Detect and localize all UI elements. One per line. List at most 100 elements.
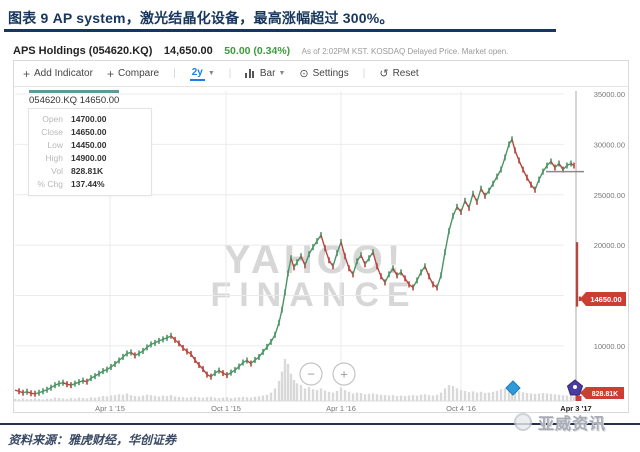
compare-button[interactable]: + Compare	[107, 67, 159, 81]
volume-bar	[375, 394, 379, 401]
volume-bar	[541, 393, 545, 401]
volume-bar	[197, 397, 201, 401]
volume-bar	[209, 396, 213, 401]
volume-bar	[503, 388, 507, 401]
volume-bar	[383, 395, 387, 401]
volume-bar	[73, 398, 77, 401]
reset-button[interactable]: ↺ Reset	[379, 67, 418, 80]
source-note: 资料来源：雅虎财经，华创证券	[8, 433, 177, 447]
volume-bar	[513, 390, 517, 401]
volume-bar	[133, 395, 137, 401]
quote-asof: As of 2:02PM KST. KOSDAQ Delayed Price. …	[301, 47, 509, 56]
volume-bar	[81, 398, 85, 401]
volume-bar	[89, 397, 93, 401]
add-indicator-button[interactable]: + Add Indicator	[23, 67, 93, 81]
chart-text: Apr 3 '17	[560, 404, 591, 413]
volume-bar	[565, 395, 569, 401]
volume-bar	[283, 359, 287, 401]
volume-bar	[447, 385, 451, 401]
volume-bar	[355, 392, 359, 401]
ohlc-label: % Chg	[37, 179, 63, 189]
volume-bar	[141, 395, 145, 401]
chart-text: 20000.00	[594, 241, 625, 250]
toolbar-divider: |	[173, 68, 176, 79]
volume-bar	[277, 380, 281, 401]
volume-bar	[137, 396, 141, 401]
volume-bar	[431, 395, 435, 401]
chart-text: +	[340, 367, 348, 382]
volume-bar	[479, 391, 483, 401]
ohlc-label: Vol	[51, 166, 63, 176]
zoom-out-button[interactable]	[299, 362, 323, 386]
crash-volume-bar	[578, 395, 582, 401]
chart-text: Oct 4 '16	[446, 404, 476, 413]
last-price: 14,650.00	[163, 45, 213, 57]
volume-bar	[157, 396, 161, 401]
volume-bar	[439, 392, 443, 401]
volume-bar	[292, 380, 296, 401]
volume-bar	[411, 395, 415, 401]
ohlc-row: Open 14700.00	[35, 113, 143, 126]
price-segment	[284, 273, 289, 293]
volume-bar	[117, 394, 121, 401]
volume-bar	[57, 398, 61, 401]
price-chart[interactable]: YAHOO!FINANCE35000.0030000.0025000.00200…	[14, 88, 628, 414]
brand-watermark-text: 亚威资讯	[538, 416, 607, 433]
volume-bar	[77, 397, 81, 401]
price-segment	[440, 252, 446, 276]
volume-bar	[280, 371, 284, 401]
reset-label: Reset	[392, 68, 419, 79]
volume-bar	[451, 385, 455, 401]
volume-bar	[93, 397, 97, 401]
volume-bar	[347, 391, 351, 401]
volume-bar	[69, 398, 73, 401]
zoom-in-button[interactable]	[332, 362, 356, 386]
volume-bar	[253, 396, 257, 401]
series-legend-bar	[29, 90, 119, 93]
range-selector[interactable]: 2y ▼	[189, 67, 215, 81]
ohlc-label: Open	[42, 114, 63, 124]
volume-bar	[533, 393, 537, 401]
volume-bar	[561, 395, 565, 401]
volume-bar	[419, 394, 423, 401]
volume-bar	[217, 398, 221, 401]
volume-bar	[165, 395, 169, 401]
quote-header: APS Holdings (054620.KQ) 14,650.00 50.00…	[13, 41, 633, 59]
ohlc-value: 14450.00	[71, 140, 107, 150]
volume-bar	[201, 397, 205, 401]
ohlc-value: 137.44%	[71, 179, 105, 189]
volume-bar	[149, 395, 153, 401]
last-price-tag	[580, 292, 626, 307]
volume-bar	[25, 399, 29, 401]
volume-bar	[327, 391, 331, 401]
volume-bar	[21, 398, 25, 401]
chart-type-button[interactable]: Bar ▼	[245, 68, 285, 79]
volume-bar	[41, 399, 45, 401]
volume-bar	[185, 397, 189, 401]
volume-bar	[443, 388, 447, 401]
volume-bar	[205, 397, 209, 401]
ohlc-info-box: Open 14700.00 Close 14650.00 Low 14450.00 High…	[28, 108, 152, 196]
volume-bar	[17, 399, 21, 401]
ohlc-label: Low	[47, 140, 63, 150]
volume-bar	[323, 390, 327, 401]
settings-button[interactable]: ⊙ Settings	[299, 67, 348, 80]
volume-bar	[125, 393, 129, 401]
reset-icon: ↺	[379, 68, 389, 80]
volume-bar	[459, 390, 463, 401]
chevron-down-icon: ▼	[207, 70, 215, 77]
volume-bar	[471, 391, 475, 401]
event-diamond-marker[interactable]	[505, 380, 521, 396]
chart-text: 10000.00	[594, 342, 625, 351]
volume-bar	[331, 392, 335, 401]
marker-dot	[573, 385, 577, 389]
volume-bar	[467, 392, 471, 401]
chart-toolbar: + Add Indicator + Compare | 2y ▼ | Bar ▼…	[14, 61, 628, 87]
volume-bar	[161, 395, 165, 401]
ohlc-row: Close 14650.00	[35, 126, 143, 139]
range-label: 2y	[189, 67, 205, 81]
volume-bar	[109, 395, 113, 401]
volume-bar	[37, 398, 41, 401]
gear-icon: ⊙	[299, 68, 309, 80]
